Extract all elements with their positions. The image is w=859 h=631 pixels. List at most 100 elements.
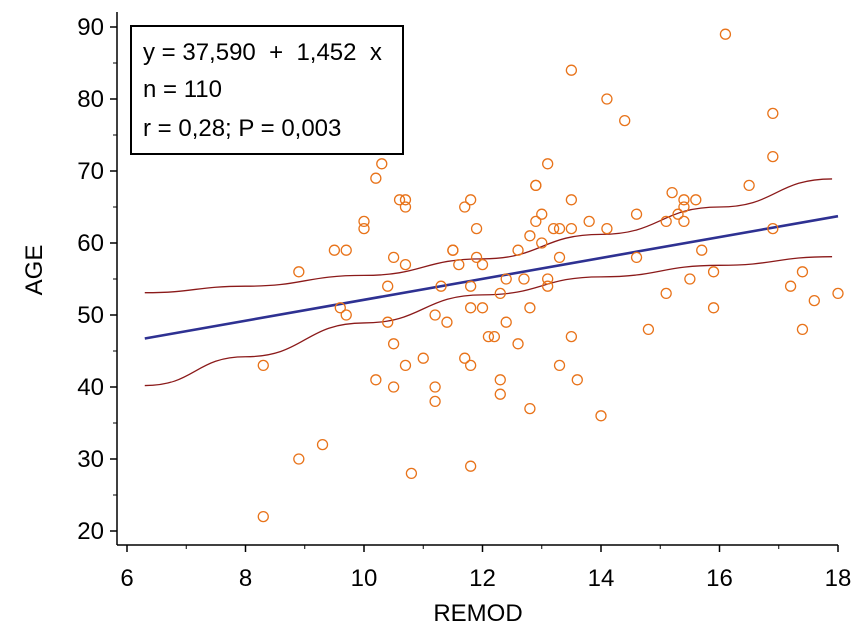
data-point: [429, 309, 441, 321]
y-tick-label: 70: [77, 158, 104, 185]
data-point: [678, 215, 690, 228]
data-point: [293, 453, 305, 465]
data-point: [696, 244, 708, 256]
data-point: [464, 280, 477, 292]
sample-size: n = 110: [143, 76, 222, 103]
annotation-box: y = 37,590 + 1,452 x n = 110 r = 0,28; P…: [130, 25, 404, 155]
x-tick-label: 18: [825, 565, 852, 592]
data-point: [382, 316, 394, 328]
data-point: [464, 460, 477, 472]
data-point: [393, 194, 406, 206]
data-point: [518, 273, 530, 285]
regression-equation: y = 37,590 + 1,452 x: [143, 39, 382, 66]
data-point: [660, 215, 672, 228]
data-point: [542, 280, 554, 292]
data-point: [464, 359, 477, 372]
data-point: [630, 208, 643, 220]
data-point: [464, 194, 477, 206]
data-point: [707, 302, 720, 314]
data-point: [382, 280, 394, 292]
x-tick-label: 12: [469, 565, 496, 592]
data-point: [601, 93, 613, 105]
data-point: [536, 208, 548, 220]
data-point: [678, 194, 690, 206]
data-point: [719, 28, 732, 40]
data-point: [387, 338, 400, 350]
data-point: [512, 244, 524, 256]
data-point: [464, 302, 477, 314]
data-point: [370, 172, 382, 184]
y-tick-label: 30: [77, 446, 104, 473]
data-point: [441, 316, 453, 328]
data-point: [447, 244, 459, 256]
data-point: [387, 251, 400, 264]
data-point: [832, 287, 844, 300]
data-point: [470, 251, 483, 264]
data-point: [417, 352, 429, 364]
data-point: [470, 222, 483, 235]
annotation-frame: [130, 25, 404, 155]
data-point: [257, 510, 269, 523]
data-point: [399, 194, 412, 206]
data-point: [512, 338, 524, 350]
data-point: [784, 280, 797, 292]
x-tick-label: 16: [706, 565, 733, 592]
data-point: [542, 273, 554, 285]
data-point: [494, 374, 506, 386]
data-point: [767, 150, 779, 163]
data-point: [399, 258, 412, 271]
data-point: [459, 201, 471, 213]
data-point: [678, 201, 690, 213]
y-tick-label: 50: [77, 302, 104, 329]
confidence-upper-line: [144, 178, 833, 294]
data-point: [630, 251, 643, 264]
data-point: [530, 179, 542, 192]
data-point: [530, 215, 542, 228]
data-point: [405, 467, 418, 480]
data-point: [595, 410, 607, 422]
data-point: [707, 266, 720, 278]
data-point: [583, 215, 595, 228]
data-point: [767, 107, 779, 120]
data-point: [257, 359, 269, 372]
data-point: [387, 381, 400, 393]
data-point: [743, 179, 755, 192]
y-tick-label: 20: [77, 518, 104, 545]
data-point: [453, 258, 465, 271]
data-point: [316, 438, 329, 451]
data-point: [542, 158, 554, 170]
data-point: [500, 273, 512, 285]
data-point: [435, 280, 447, 292]
data-point: [482, 330, 495, 343]
data-point: [399, 201, 412, 213]
data-point: [547, 222, 560, 235]
data-point: [488, 330, 501, 343]
ticks: [110, 26, 839, 552]
data-points: [257, 28, 844, 523]
data-point: [293, 266, 305, 278]
data-point: [494, 388, 506, 400]
data-point: [340, 309, 352, 321]
data-point: [553, 222, 566, 235]
data-point: [684, 273, 696, 285]
data-point: [619, 114, 631, 127]
data-point: [358, 222, 370, 235]
data-point: [494, 287, 506, 300]
data-point: [660, 287, 672, 300]
data-point: [565, 194, 578, 206]
data-point: [767, 222, 779, 235]
tick-labels: 6 8 10 12 14 16 18 20 30 40 50 60 70 80 90: [77, 14, 851, 592]
data-point: [672, 208, 684, 220]
data-point: [429, 381, 441, 393]
data-point: [571, 374, 583, 386]
data-point: [524, 302, 536, 314]
y-axis-label: AGE: [21, 245, 48, 296]
data-point: [328, 244, 341, 256]
data-point: [524, 402, 536, 415]
data-point: [376, 158, 388, 170]
data-point: [808, 294, 820, 307]
y-tick-label: 40: [77, 374, 104, 401]
data-point: [429, 395, 441, 408]
data-point: [399, 359, 412, 372]
